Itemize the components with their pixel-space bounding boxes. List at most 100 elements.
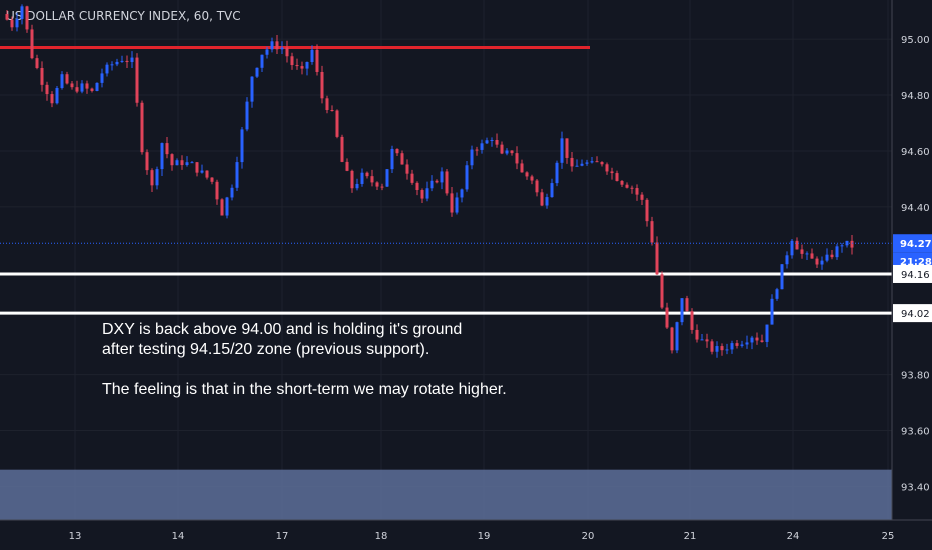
candle-body (525, 172, 529, 177)
candle-body (730, 343, 734, 350)
candle-body (140, 102, 144, 153)
candle-body (535, 180, 539, 193)
candle-body (365, 172, 369, 177)
candle-body (150, 170, 154, 186)
candle-body (135, 57, 139, 103)
candle-body (790, 240, 794, 256)
level-tag (893, 264, 932, 283)
candle-body (820, 260, 824, 265)
candle-body (110, 64, 114, 66)
candle-body (720, 346, 724, 351)
candle-body (735, 343, 739, 346)
candle-body (615, 173, 619, 181)
candle-body (455, 197, 459, 213)
candle-body (335, 110, 339, 137)
candle-body (460, 189, 464, 198)
candle-body (20, 6, 24, 19)
time-tick-label: 24 (787, 531, 800, 542)
candle-body (245, 101, 249, 130)
candle-body (80, 83, 84, 92)
candle-body (310, 49, 314, 63)
time-tick-label: 14 (172, 531, 185, 542)
candle-body (530, 176, 534, 181)
candle-body (385, 169, 389, 187)
candle-body (685, 298, 689, 312)
candle-body (830, 254, 834, 258)
candle-body (510, 150, 514, 154)
candle-body (90, 88, 94, 91)
candle-body (640, 194, 644, 200)
candle-body (785, 255, 789, 265)
candle-body (95, 82, 99, 91)
candle-body (825, 254, 829, 261)
candle-body (850, 240, 854, 248)
candle-body (470, 149, 474, 166)
candle-body (475, 149, 479, 151)
candle-body (370, 176, 374, 183)
candle-body (700, 339, 704, 341)
candle-body (295, 65, 299, 67)
annotation-text: DXY is back above 94.00 and is holding i… (102, 320, 507, 400)
candle-body (410, 173, 414, 183)
candle-body (520, 163, 524, 173)
candle-body (815, 258, 819, 265)
time-tick-label: 13 (69, 531, 82, 542)
candle-body (400, 153, 404, 165)
annotation-line-2: after testing 94.15/20 zone (previous su… (102, 341, 430, 358)
level-tag-label: 94.16 (901, 270, 930, 281)
candle-body (5, 13, 9, 20)
candle-body (800, 249, 804, 254)
candle-body (495, 139, 499, 145)
candle-body (210, 177, 214, 182)
candle-body (320, 71, 324, 99)
support-zone (0, 469, 892, 520)
time-tick-label: 17 (276, 531, 289, 542)
candle-body (680, 298, 684, 323)
candle-body (835, 246, 839, 258)
candle-body (655, 242, 659, 275)
level-tag (893, 304, 932, 323)
candle-body (670, 327, 674, 351)
candle-body (610, 171, 614, 174)
candle-body (190, 162, 194, 164)
time-tick-label: 20 (582, 531, 595, 542)
candle-body (275, 41, 279, 50)
candle-body (315, 49, 319, 72)
candle-body (185, 162, 189, 166)
price-tags: 94.27 21:28 94.16 94.02 (893, 234, 932, 323)
current-price-label: 94.27 (900, 239, 932, 250)
candle-body (355, 183, 359, 189)
candle-body (625, 184, 629, 188)
candle-body (580, 163, 584, 166)
price-tick-label: 93.60 (901, 427, 930, 438)
candle-body (570, 157, 574, 167)
candle-body (705, 339, 709, 342)
candle-body (760, 340, 764, 342)
price-tick-label: 94.40 (901, 203, 930, 214)
candle-body (770, 298, 774, 325)
candle-body (450, 193, 454, 213)
time-tick-label: 25 (882, 531, 895, 542)
candle-body (155, 169, 159, 186)
annotation-line-3: The feeling is that in the short-term we… (102, 381, 507, 398)
candle-body (595, 161, 599, 163)
candle-body (240, 129, 244, 163)
candle-body (795, 240, 799, 250)
candle-body (765, 324, 769, 342)
candle-body (125, 60, 129, 63)
time-axis[interactable] (0, 520, 932, 550)
current-price-tag (893, 234, 932, 253)
price-tick-label: 93.40 (901, 482, 930, 493)
candle-body (380, 186, 384, 188)
candle-body (300, 66, 304, 69)
candle-body (180, 160, 184, 166)
level-tag-label: 94.02 (901, 309, 930, 320)
candle-body (390, 148, 394, 170)
price-tick-label: 93.80 (901, 371, 930, 382)
level-lines (0, 46, 892, 315)
candle-body (360, 172, 364, 184)
price-tick-label: 94.80 (901, 91, 930, 102)
candle-body (290, 56, 294, 66)
